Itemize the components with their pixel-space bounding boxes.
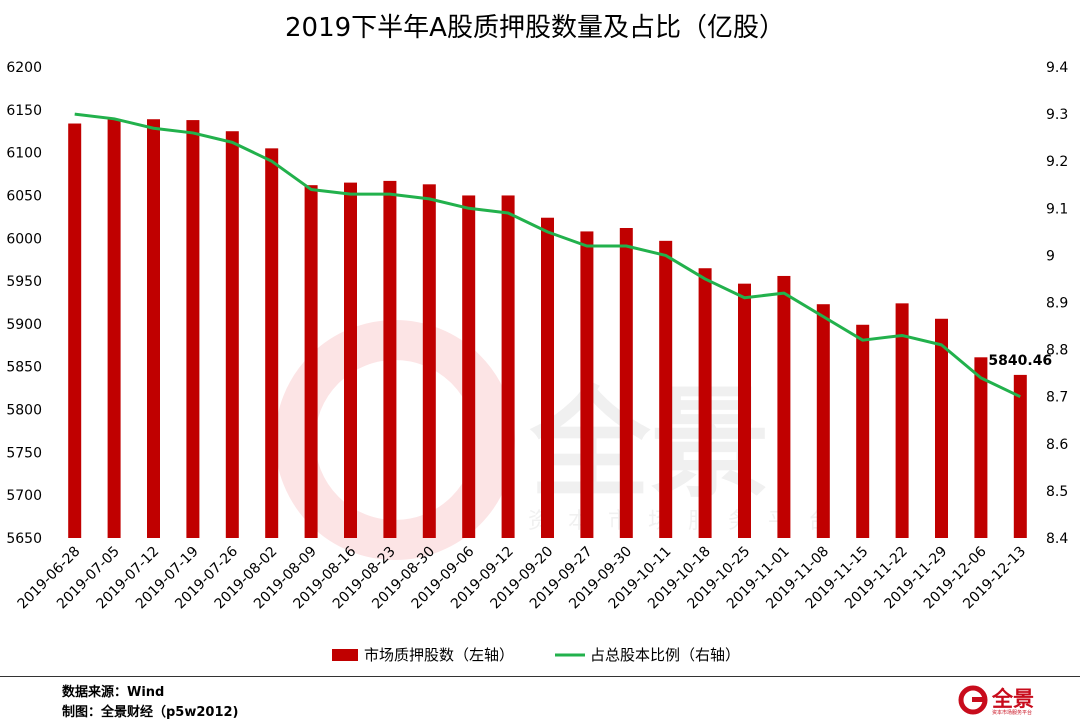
bar [186,120,200,538]
bar [1013,374,1027,538]
right-tick-label: 8.5 [1046,484,1068,500]
legend-line-label: 占总股本比例（右轴） [590,646,740,664]
right-tick-label: 8.7 [1046,390,1068,406]
x-axis: 2019-06-282019-07-052019-07-122019-07-19… [15,543,1029,612]
watermark-sub: 资本市场服务平台 [528,509,848,534]
bar [107,119,121,538]
bar [895,303,909,538]
bar [344,182,357,539]
footer: 数据来源：Wind 制图：全景财经（p5w2012) 全景 资本市场服务平台 [0,676,1080,722]
bar [304,185,318,539]
bar [738,283,751,538]
left-tick-label: 5900 [6,317,42,333]
logo-text: 全景 [992,687,1034,711]
logo-mark-icon [958,685,988,715]
left-tick-label: 6200 [6,60,42,76]
bar-value-label: 5840.46 [988,353,1052,369]
left-tick-label: 6000 [6,231,42,247]
bar [816,304,830,538]
left-tick-label: 5750 [6,445,42,461]
watermark: 全景 资本市场服务平台 [275,320,848,560]
bar [541,217,554,538]
bar [935,318,948,538]
bar [68,123,82,539]
right-tick-label: 8.8 [1046,343,1068,359]
logo-sub: 资本市场服务平台 [992,710,1033,716]
bar [619,227,633,538]
bar [265,148,279,538]
left-tick-label: 5650 [6,531,42,547]
right-tick-label: 9.2 [1046,154,1068,170]
left-tick-label: 5700 [6,488,42,504]
bar [659,240,673,539]
right-tick-label: 9.3 [1046,107,1068,123]
maker-text: 制图：全景财经（p5w2012) [62,705,239,720]
left-tick-label: 5800 [6,403,42,419]
bar [580,231,594,538]
left-tick-label: 6100 [6,146,42,162]
left-tick-label: 5950 [6,274,42,290]
bar [501,195,515,539]
right-tick-label: 9.1 [1046,201,1068,217]
bar [422,184,436,538]
bar [462,195,476,539]
bar [974,357,988,538]
data-labels: 5840.46 [988,353,1052,369]
legend: 市场质押股数（左轴） 占总股本比例（右轴） [332,646,740,664]
watermark-text: 全景 [529,375,770,514]
left-tick-label: 6050 [6,188,42,204]
legend-bar-swatch [332,649,358,661]
line-series [74,112,1021,399]
right-tick-label: 9 [1046,248,1055,264]
left-tick-label: 5850 [6,360,42,376]
bar [383,180,397,538]
series-line [74,112,1021,399]
bar [225,131,239,538]
left-tick-label: 6150 [6,103,42,119]
right-axis: 8.4 8.5 8.6 8.7 8.8 8.9 9 9.1 9.2 9.3 9.4 [1046,60,1068,547]
bar [147,119,160,538]
bar [856,324,870,538]
bar [698,268,712,538]
logo: 全景 资本市场服务平台 [958,683,1068,717]
left-axis: 5650 5700 5750 5800 5850 5900 5950 6000 6050 6100… [6,60,42,547]
chart: 全景 资本市场服务平台 2019下半年A股质押股数量及占比（亿股） 5650 57… [6,13,1068,664]
bar-series [68,119,1027,539]
right-tick-label: 9.4 [1046,60,1068,76]
right-tick-label: 8.6 [1046,437,1068,453]
bar [777,275,791,538]
right-tick-label: 8.9 [1046,296,1068,312]
legend-bar-label: 市场质押股数（左轴） [364,646,514,664]
chart-title: 2019下半年A股质押股数量及占比（亿股） [285,13,785,43]
right-tick-label: 8.4 [1046,531,1068,547]
source-text: 数据来源：Wind [62,685,165,700]
